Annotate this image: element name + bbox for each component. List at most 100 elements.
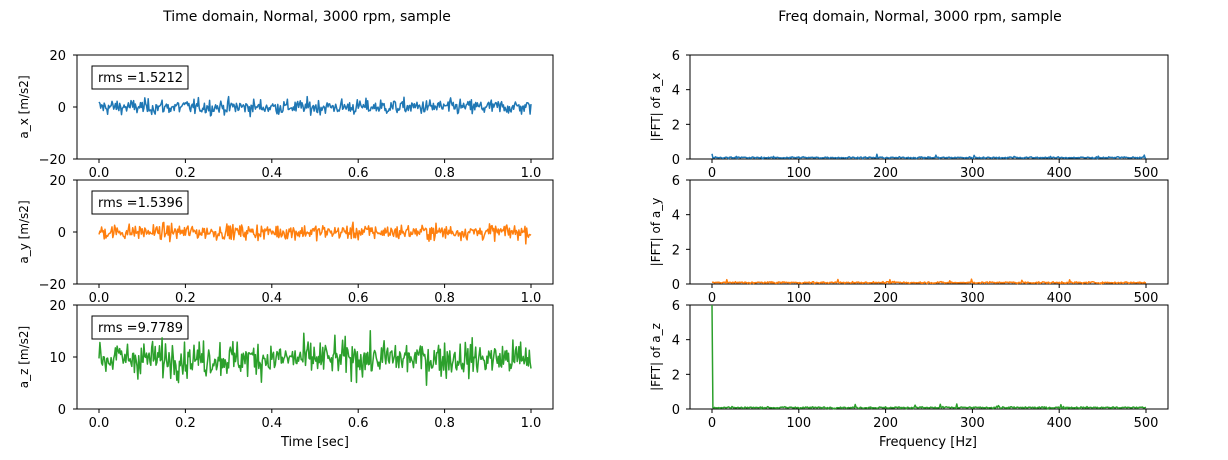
xtick-label: 0 [708,416,716,431]
time-plot-ay-yticks: 20 0 −20 [39,174,66,293]
time-plot-ay: a_y [m/s2] rms =1.5396 20 0 −20 0.0 0.2 … [17,174,554,306]
rms-label-ay: rms =1.5396 [98,196,183,211]
freq-plot-ay-frame [689,179,1169,285]
freq-plot-ay-xticks: 0 100 200 300 400 500 [708,291,1159,306]
ytick-label: 6 [672,174,680,189]
ytick-label: 0 [672,403,680,418]
rms-box-az [91,315,189,340]
xtick-label: 100 [786,291,811,306]
ytick-label: 0 [58,101,66,116]
xtick-label: 300 [960,416,985,431]
time-plot-ax: a_x [m/s2] rms =1.5212 20 0 −20 0.0 0.2 … [17,49,554,181]
xtick-label: 0.2 [175,291,196,306]
xtick-label: 0.8 [434,416,455,431]
xtick-label: 400 [1047,166,1072,181]
ytick-label: 6 [672,299,680,314]
freq-plot-ax-yticks: 6 4 2 0 [672,49,680,168]
xtick-label: 0 [708,166,716,181]
freq-plot-ay-yticks: 6 4 2 0 [672,174,680,293]
freq-plot-ay-ylabel: |FFT| of a_y [649,198,663,267]
ytick-label: 20 [49,174,66,189]
freq-plot-ax: |FFT| of a_x 6 4 2 0 0 100 200 300 400 5… [649,49,1169,181]
xtick-label: 1.0 [521,291,542,306]
ytick-label: 0 [672,153,680,168]
time-plot-ax-xticks: 0.0 0.2 0.4 0.6 0.8 1.0 [89,166,542,181]
time-domain-title: Time domain, Normal, 3000 rpm, sample [162,9,451,25]
time-plot-az-yticks: 20 10 0 [49,299,66,418]
xtick-label: 0.2 [175,166,196,181]
xtick-label: 500 [1134,416,1159,431]
xtick-label: 300 [960,291,985,306]
freq-plot-ax-ylabel: |FFT| of a_x [649,73,663,142]
fft-series-ay [711,278,1147,285]
marks-layer [73,54,1147,413]
freq-plot-ax-frame [689,54,1169,160]
ytick-label: 20 [49,49,66,64]
xtick-label: 0.8 [434,291,455,306]
xtick-label: 0 [708,291,716,306]
ytick-label: 2 [672,368,680,383]
ytick-label: 0 [58,226,66,241]
freq-plot-az-frame [689,304,1169,410]
xtick-label: 1.0 [521,166,542,181]
xtick-label: 0.2 [175,416,196,431]
rms-box-ay [91,190,189,215]
time-xlabel: Time [sec] [280,435,349,450]
ytick-label: −20 [39,153,66,168]
xtick-label: 500 [1134,291,1159,306]
freq-plot-az-yticks: 6 4 2 0 [672,299,680,418]
ytick-label: 2 [672,243,680,258]
xtick-label: 200 [873,291,898,306]
xtick-label: 0.0 [89,291,110,306]
freq-plot-ax-xticks: 0 100 200 300 400 500 [708,166,1159,181]
freq-plot-az: |FFT| of a_z 6 4 2 0 0 100 200 300 400 5… [649,299,1169,450]
time-plot-ay-ylabel: a_y [m/s2] [17,200,31,263]
time-plot-ax-ylabel: a_x [m/s2] [17,75,31,138]
ytick-label: −20 [39,278,66,293]
freq-plot-az-xticks: 0 100 200 300 400 500 [708,416,1159,431]
xtick-label: 0.6 [348,166,369,181]
xtick-label: 200 [873,166,898,181]
rms-box-ax [91,65,189,90]
time-series-az [98,330,532,386]
xtick-label: 0.0 [89,416,110,431]
time-plot-az-xticks: 0.0 0.2 0.4 0.6 0.8 1.0 [89,416,542,431]
xtick-label: 0.0 [89,166,110,181]
ytick-label: 10 [49,351,66,366]
fft-series-ax [711,153,1147,160]
xtick-label: 0.6 [348,416,369,431]
fft-series-az [711,304,1147,410]
xtick-label: 100 [786,166,811,181]
time-series-ay [98,221,532,245]
xtick-label: 300 [960,166,985,181]
ytick-label: 20 [49,299,66,314]
ytick-label: 0 [58,403,66,418]
xtick-label: 100 [786,416,811,431]
xtick-label: 0.4 [261,291,282,306]
xtick-label: 0.4 [261,416,282,431]
ytick-label: 0 [672,278,680,293]
rms-label-ax: rms =1.5212 [98,71,183,86]
xtick-label: 1.0 [521,416,542,431]
ytick-label: 4 [672,84,680,99]
ytick-label: 4 [672,209,680,224]
xtick-label: 400 [1047,291,1072,306]
ytick-label: 4 [672,334,680,349]
time-plot-az: a_z [m/s2] rms =9.7789 20 10 0 0.0 0.2 0… [17,299,554,450]
ytick-label: 6 [672,49,680,64]
freq-plot-az-ylabel: |FFT| of a_z [649,323,663,391]
time-series-ax [98,95,532,118]
xtick-label: 400 [1047,416,1072,431]
xtick-label: 500 [1134,166,1159,181]
xtick-label: 0.6 [348,291,369,306]
rms-label-az: rms =9.7789 [98,321,183,336]
time-plot-ax-yticks: 20 0 −20 [39,49,66,168]
freq-domain-title: Freq domain, Normal, 3000 rpm, sample [778,9,1061,25]
freq-plot-ay: |FFT| of a_y 6 4 2 0 0 100 200 300 400 5… [649,174,1169,306]
time-plot-ay-xticks: 0.0 0.2 0.4 0.6 0.8 1.0 [89,291,542,306]
xtick-label: 0.4 [261,166,282,181]
xtick-label: 200 [873,416,898,431]
xtick-label: 0.8 [434,166,455,181]
freq-xlabel: Frequency [Hz] [879,435,977,450]
ytick-label: 2 [672,118,680,133]
